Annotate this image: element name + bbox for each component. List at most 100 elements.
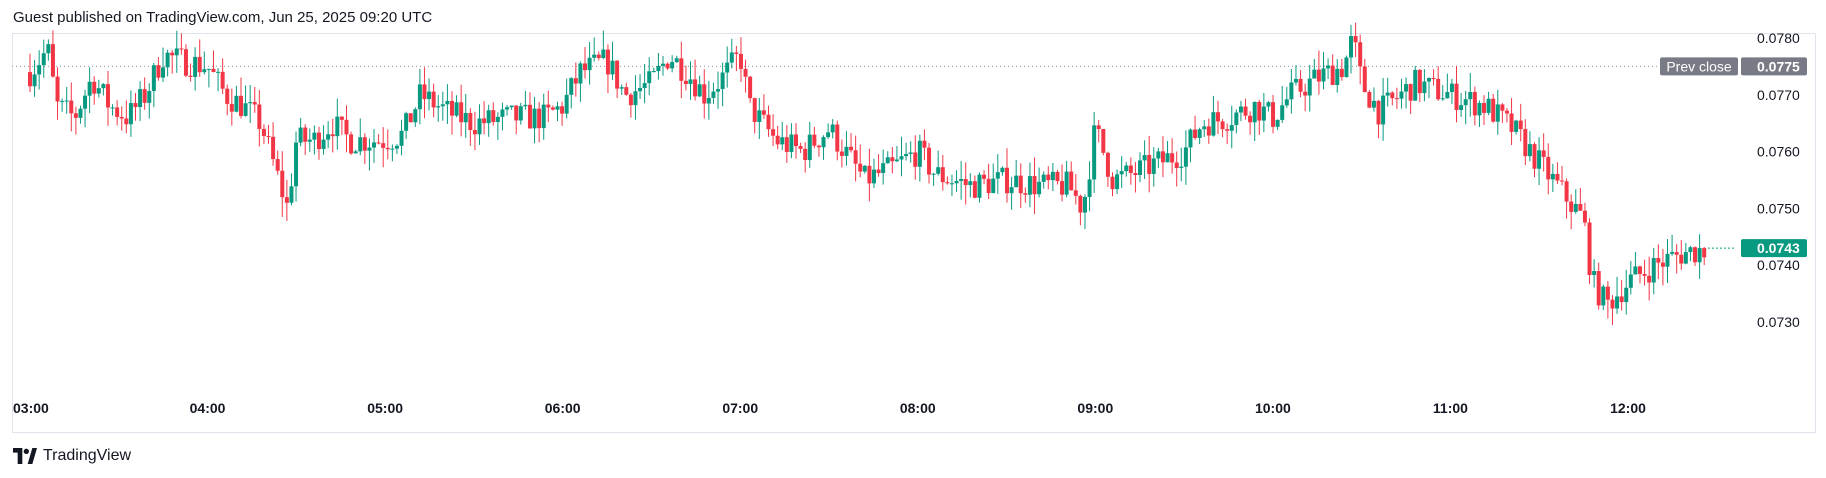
candle-body [1578,204,1583,211]
candle-body [1367,91,1372,108]
candle-body [615,60,620,89]
candle-body [303,127,308,142]
candle-body [587,57,592,71]
candle-body [1560,180,1565,182]
candle-body [238,95,243,116]
candle-body [1463,99,1468,106]
y-tick-label: 0.0780 [1757,30,1800,46]
candle-body [1665,253,1670,267]
candle-body [1651,258,1656,283]
candle-body [647,71,652,84]
chart-frame [12,33,1816,433]
candle-body [569,78,574,95]
candle-body [1555,173,1560,181]
candle-body [78,108,83,118]
candle-body [372,142,377,148]
candle-body [583,63,588,71]
candle-body [1537,150,1542,169]
candle-body [720,72,725,90]
candle-body [1500,104,1505,111]
candle-body [449,100,454,116]
candle-body [170,52,175,56]
candle-body [37,65,42,75]
candle-body [1426,78,1431,82]
candle-body [83,95,88,109]
candle-body [1362,66,1367,92]
candle-body [381,143,386,148]
candle-body [1518,120,1523,130]
candle-body [683,80,688,85]
candle-body [982,174,987,179]
candle-body [1564,181,1569,202]
candle-body [316,132,321,150]
candle-body [1252,101,1257,123]
candle-body [968,181,973,186]
candle-body [537,108,542,129]
candle-body [725,62,730,73]
candle-body [202,69,207,73]
candle-body [1170,153,1175,163]
candle-body [1436,78,1441,100]
candle-body [1046,174,1051,181]
candle-body [885,157,890,164]
candle-body [1385,92,1390,96]
candle-body [858,163,863,172]
candle-body [830,124,835,133]
candle-body [92,81,97,94]
candle-body [1243,106,1248,116]
candle-body [105,84,110,108]
candle-body [560,106,565,114]
x-tick-label: 12:00 [1610,400,1646,416]
candle-body [1261,106,1266,121]
candle-body [642,83,647,88]
candle-body [931,173,936,175]
footer-brand[interactable]: TradingView [13,447,131,465]
candle-body [514,105,519,121]
candle-body [972,181,977,198]
candle-body [871,169,876,184]
candle-body [1119,171,1124,175]
candle-body [1124,165,1129,172]
candle-body [1587,222,1592,276]
last-price-value: 0.0743 [1757,240,1800,256]
candle-body [225,88,230,104]
candle-body [1642,273,1647,276]
candle-body [271,136,276,160]
candle-body [1693,247,1698,263]
candle-body [1165,153,1170,163]
candle-body [243,103,248,116]
candle-body [261,128,266,137]
candle-body [353,151,358,154]
candle-body [110,107,115,109]
candle-body [486,110,491,124]
candle-body [1569,201,1574,212]
candle-body [1073,190,1078,196]
candle-body [541,104,546,129]
candle-body [1358,42,1363,67]
candle-body [197,56,202,73]
candle-body [32,74,37,87]
candle-body [628,94,633,106]
candle-body [1037,181,1042,195]
candle-body [1032,176,1037,195]
tradingview-logo-icon [13,448,37,464]
candle-body [96,88,101,94]
candle-body [468,112,473,131]
candle-body [472,130,477,135]
candle-body [670,62,675,69]
candle-body [50,44,55,77]
candle-body [555,106,560,110]
candle-body [1482,102,1487,113]
candle-body [991,178,996,194]
candle-body [257,104,262,129]
candle-body [1702,248,1707,258]
candle-body [904,153,909,157]
candle-body [1628,274,1633,288]
candle-body [1344,57,1349,78]
candle-body [124,118,129,125]
candle-body [798,146,803,149]
candle-body [1060,181,1065,195]
candle-body [1546,156,1551,180]
candle-body [839,151,844,156]
